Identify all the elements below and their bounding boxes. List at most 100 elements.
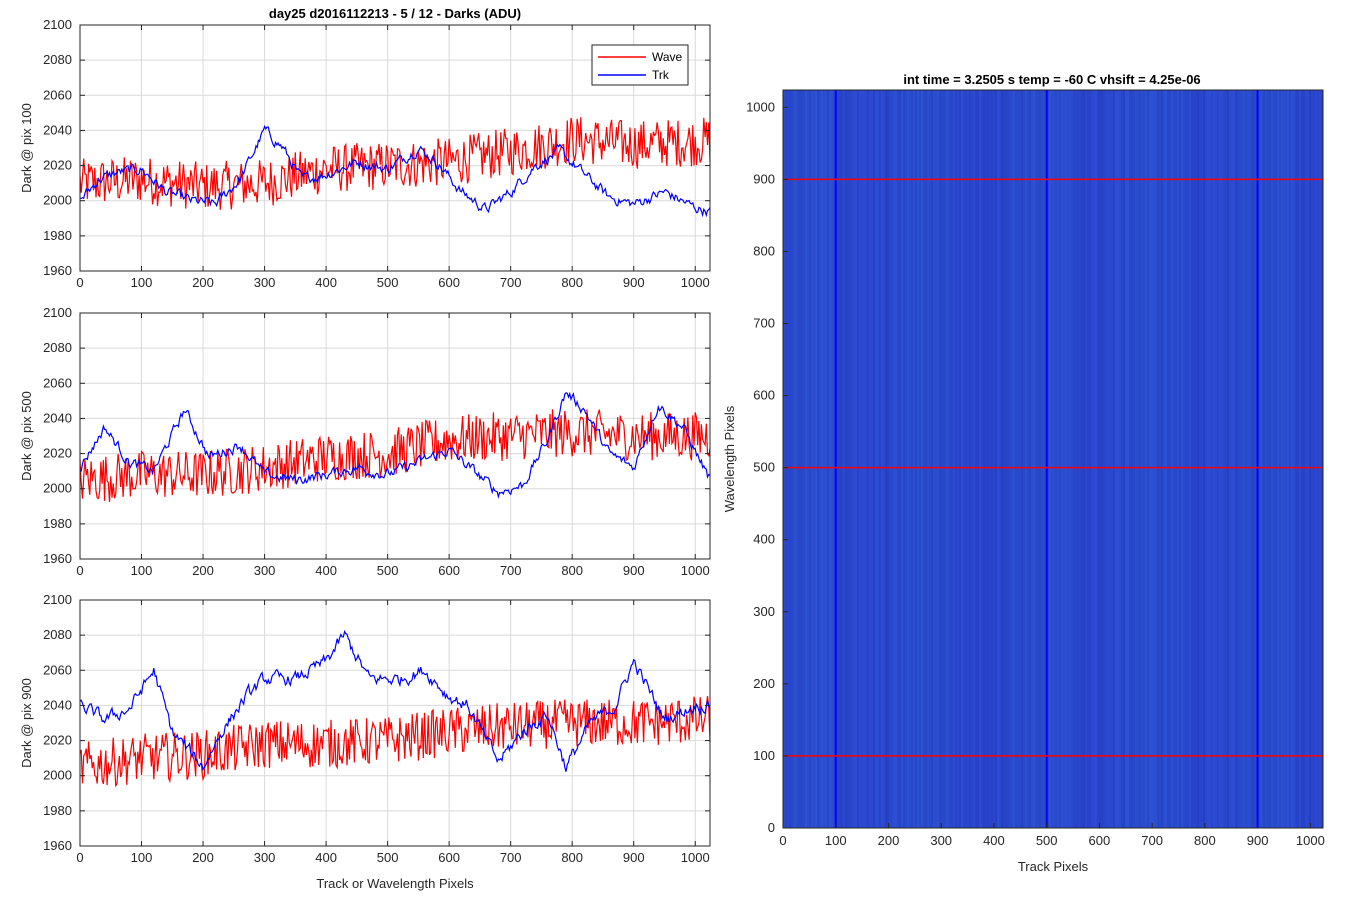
heatmap-column xyxy=(837,90,839,828)
heatmap-column xyxy=(1271,90,1273,828)
heatmap-column xyxy=(867,90,869,828)
heatmap-column xyxy=(1079,90,1081,828)
heatmap-column xyxy=(1119,90,1121,828)
heatmap-y-tick-label: 300 xyxy=(753,604,775,619)
heatmap-column xyxy=(803,90,805,828)
heatmap-column xyxy=(1107,90,1109,828)
heatmap-column xyxy=(967,90,969,828)
heatmap-column xyxy=(1095,90,1097,828)
heatmap-column xyxy=(913,90,915,828)
heatmap-column xyxy=(899,90,901,828)
heatmap-column xyxy=(1093,90,1095,828)
heatmap-column xyxy=(1149,90,1151,828)
heatmap-column xyxy=(1207,90,1209,828)
x-tick-label: 100 xyxy=(131,850,153,865)
y-tick-label: 2040 xyxy=(43,697,72,712)
heatmap-column xyxy=(1063,90,1065,828)
x-tick-label: 900 xyxy=(623,850,645,865)
heatmap-y-tick-label: 500 xyxy=(753,460,775,475)
y-tick-label: 2080 xyxy=(43,52,72,67)
heatmap-column xyxy=(1031,90,1033,828)
heatmap-column xyxy=(857,90,859,828)
heatmap-column xyxy=(1019,90,1021,828)
heatmap-column xyxy=(1087,90,1089,828)
heatmap-column xyxy=(1135,90,1137,828)
series-line-trk xyxy=(79,629,711,772)
heatmap-x-tick-label: 600 xyxy=(1089,833,1111,848)
heatmap-column xyxy=(1301,90,1303,828)
series-line-trk xyxy=(80,124,711,218)
heatmap-column xyxy=(1321,90,1323,828)
heatmap-column xyxy=(1011,90,1013,828)
heatmap-column xyxy=(923,90,925,828)
y-tick-label: 1980 xyxy=(43,516,72,531)
heatmap-column xyxy=(927,90,929,828)
heatmap-column xyxy=(793,90,795,828)
heatmap-column xyxy=(1241,90,1243,828)
heatmap-column xyxy=(1133,90,1135,828)
heatmap-column xyxy=(1197,90,1199,828)
heatmap-column xyxy=(1183,90,1185,828)
heatmap-column xyxy=(1213,90,1215,828)
y-tick-label: 2100 xyxy=(43,592,72,607)
heatmap-column xyxy=(1199,90,1201,828)
heatmap-column xyxy=(883,90,885,828)
heatmap-column xyxy=(1293,90,1295,828)
heatmap-column xyxy=(977,90,979,828)
heatmap-column xyxy=(1255,90,1257,828)
heatmap-column xyxy=(1319,90,1321,828)
heatmap-column xyxy=(871,90,873,828)
heatmap-column xyxy=(1035,90,1037,828)
heatmap-column xyxy=(963,90,965,828)
y-tick-label: 2000 xyxy=(43,481,72,496)
heatmap-column xyxy=(1185,90,1187,828)
heatmap-column xyxy=(1277,90,1279,828)
heatmap-column xyxy=(1069,90,1071,828)
heatmap-column xyxy=(1125,90,1127,828)
heatmap-column xyxy=(1297,90,1299,828)
heatmap-column xyxy=(1027,90,1029,828)
y-tick-label: 2040 xyxy=(43,410,72,425)
y-tick-label: 2060 xyxy=(43,662,72,677)
heatmap-ylabel: Wavelength Pixels xyxy=(722,405,737,512)
heatmap-column xyxy=(1175,90,1177,828)
heatmap-column xyxy=(985,90,987,828)
heatmap-column xyxy=(1055,90,1057,828)
x-tick-label: 700 xyxy=(500,850,522,865)
heatmap-column xyxy=(1193,90,1195,828)
legend-box xyxy=(591,44,689,86)
heatmap-x-tick-label: 400 xyxy=(983,833,1005,848)
x-tick-label: 200 xyxy=(192,850,214,865)
heatmap-column xyxy=(1029,90,1031,828)
x-tick-label: 500 xyxy=(377,850,399,865)
heatmap-column xyxy=(811,90,813,828)
heatmap-x-tick-label: 900 xyxy=(1247,833,1269,848)
panel-2-ylabel: Dark @ pix 500 xyxy=(19,391,34,481)
heatmap-column xyxy=(969,90,971,828)
panel-pix-500: 0 100 200 300 400 500 600 700 800 900 1000 1960 1980… xyxy=(19,305,711,578)
heatmap-column xyxy=(997,90,999,828)
heatmap-column xyxy=(887,90,889,828)
heatmap-column xyxy=(827,90,829,828)
heatmap-column xyxy=(1153,90,1155,828)
heatmap-column xyxy=(805,90,807,828)
heatmap-column xyxy=(783,90,785,828)
heatmap-column xyxy=(1047,90,1049,828)
heatmap-column xyxy=(953,90,955,828)
heatmap-column xyxy=(1009,90,1011,828)
heatmap-column xyxy=(841,90,843,828)
heatmap-panel: int time = 3.2505 s temp = -60 C vhsift … xyxy=(722,72,1325,874)
heatmap-y-tick-label: 0 xyxy=(768,820,775,835)
y-tick-label: 2060 xyxy=(43,87,72,102)
heatmap-column xyxy=(1115,90,1117,828)
y-tick-label: 2080 xyxy=(43,627,72,642)
heatmap-column xyxy=(1307,90,1309,828)
y-tick-label: 1980 xyxy=(43,803,72,818)
heatmap-column xyxy=(1171,90,1173,828)
panel-1-ylabel: Dark @ pix 100 xyxy=(19,103,34,193)
heatmap-column xyxy=(1007,90,1009,828)
heatmap-column xyxy=(1089,90,1091,828)
legend-trk-label: Trk xyxy=(652,68,670,82)
heatmap-column xyxy=(1315,90,1317,828)
